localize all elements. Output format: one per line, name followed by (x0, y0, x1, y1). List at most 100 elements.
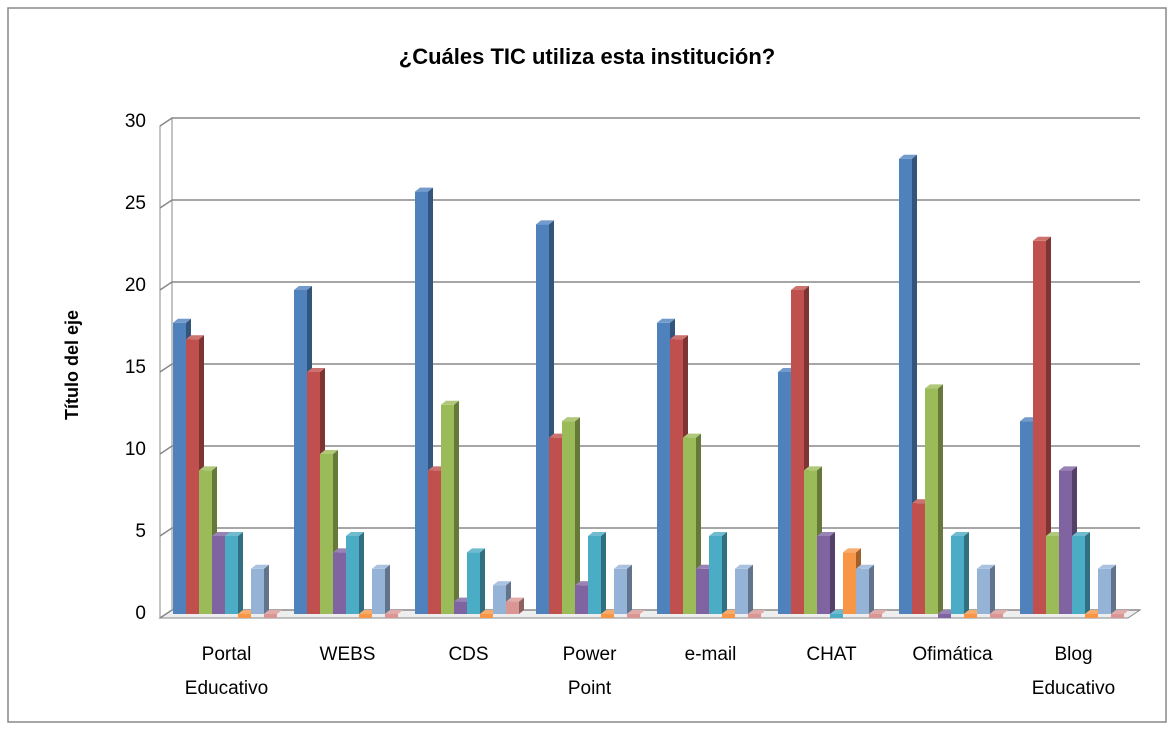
grid-line (159, 445, 1140, 455)
y-tick-label: 15 (125, 357, 146, 378)
bar-top-shade (225, 532, 243, 536)
y-tick-label: 30 (125, 111, 146, 132)
grid-line (159, 281, 1140, 291)
bar-top-shade (467, 548, 485, 553)
bar-top-shade (925, 384, 943, 389)
bar-front (722, 614, 735, 618)
x-tick-label: e-mail (684, 644, 737, 665)
bar-front (696, 568, 709, 614)
bar-front (614, 568, 627, 614)
bar-side (454, 400, 459, 614)
bar-top (709, 532, 727, 536)
bar-front (307, 372, 320, 614)
bar-front (925, 388, 938, 614)
bar-front (588, 536, 601, 614)
bar-top-shade (735, 564, 753, 569)
bar-top-shade (1098, 564, 1116, 569)
bar (1072, 532, 1090, 614)
bar-front (385, 614, 398, 618)
bar-side-shade (575, 417, 580, 614)
bar-top-shade (186, 335, 204, 340)
bar-side-shade (869, 564, 874, 614)
x-tick-label: Portal Educativo (184, 644, 269, 699)
bar-top-shade (346, 532, 364, 536)
bar-top (536, 220, 554, 225)
bar-side-shade (601, 532, 606, 614)
bar-side (938, 384, 943, 614)
y-tick-label: 10 (125, 439, 146, 460)
bar-front (951, 536, 964, 614)
bar-front (333, 552, 346, 614)
bar-side (869, 564, 874, 614)
bar-top (990, 610, 1008, 614)
bar-side-shade (480, 548, 485, 614)
bar-top (506, 597, 524, 602)
bar-top (1098, 564, 1116, 569)
bar-side-shade (912, 154, 917, 615)
bar-top-shade (307, 368, 325, 372)
bar-top-shade (536, 220, 554, 225)
bar-top-shade (899, 154, 917, 159)
bar-top (843, 548, 861, 553)
bar-side (359, 532, 364, 614)
bar-side (238, 532, 243, 614)
bar-front (938, 614, 951, 618)
bar (588, 532, 606, 614)
bar-top (856, 564, 874, 569)
bar-top-shade (372, 564, 390, 569)
bar-front (415, 191, 428, 614)
bar-top-shade (588, 532, 606, 536)
bar-front (251, 568, 264, 614)
bar (735, 564, 753, 614)
bar (1033, 236, 1051, 615)
bar-side (830, 532, 835, 614)
bar (225, 532, 243, 614)
bar-top-shade (614, 564, 632, 569)
bar-front (320, 454, 333, 614)
bar-side-shade (454, 400, 459, 614)
bar-front (791, 290, 804, 614)
bar-top-shade (264, 610, 282, 614)
bar-top-shade (173, 318, 191, 323)
bar (856, 564, 874, 614)
bar-top (385, 610, 403, 614)
bar-top (588, 532, 606, 536)
bar-front (199, 470, 212, 614)
bar (869, 610, 887, 618)
bar-front (856, 568, 869, 614)
bar-top-shade (1072, 532, 1090, 536)
bar-top (225, 532, 243, 536)
bar-top-shade (670, 335, 688, 340)
bar-top-shade (562, 417, 580, 422)
bar (251, 564, 269, 614)
bar-front (562, 421, 575, 614)
bar-top (307, 368, 325, 372)
bar-front (748, 614, 761, 618)
bar-front (657, 322, 670, 614)
bar-top-shade (748, 610, 766, 614)
bar-top (817, 532, 835, 536)
bar-top (670, 335, 688, 340)
x-tick-label: CHAT (806, 644, 857, 665)
bar-front (1085, 614, 1098, 618)
bar-top (467, 548, 485, 553)
bar-front (709, 536, 722, 614)
bar-top (804, 466, 822, 471)
bar-top (173, 318, 191, 323)
grid-line (159, 363, 1140, 373)
bar (346, 532, 364, 614)
bar-front (1111, 614, 1124, 618)
bar-side (1085, 532, 1090, 614)
bar-top-shade (791, 286, 809, 290)
bar-top (199, 466, 217, 471)
bar-top (264, 610, 282, 614)
bar-front (493, 585, 506, 614)
bar (372, 564, 390, 614)
bar-side-shade (264, 564, 269, 614)
bar-side-shade (238, 532, 243, 614)
x-tick-label: Ofimática (912, 644, 993, 665)
bar (1111, 610, 1129, 618)
bar-top-shade (869, 610, 887, 614)
